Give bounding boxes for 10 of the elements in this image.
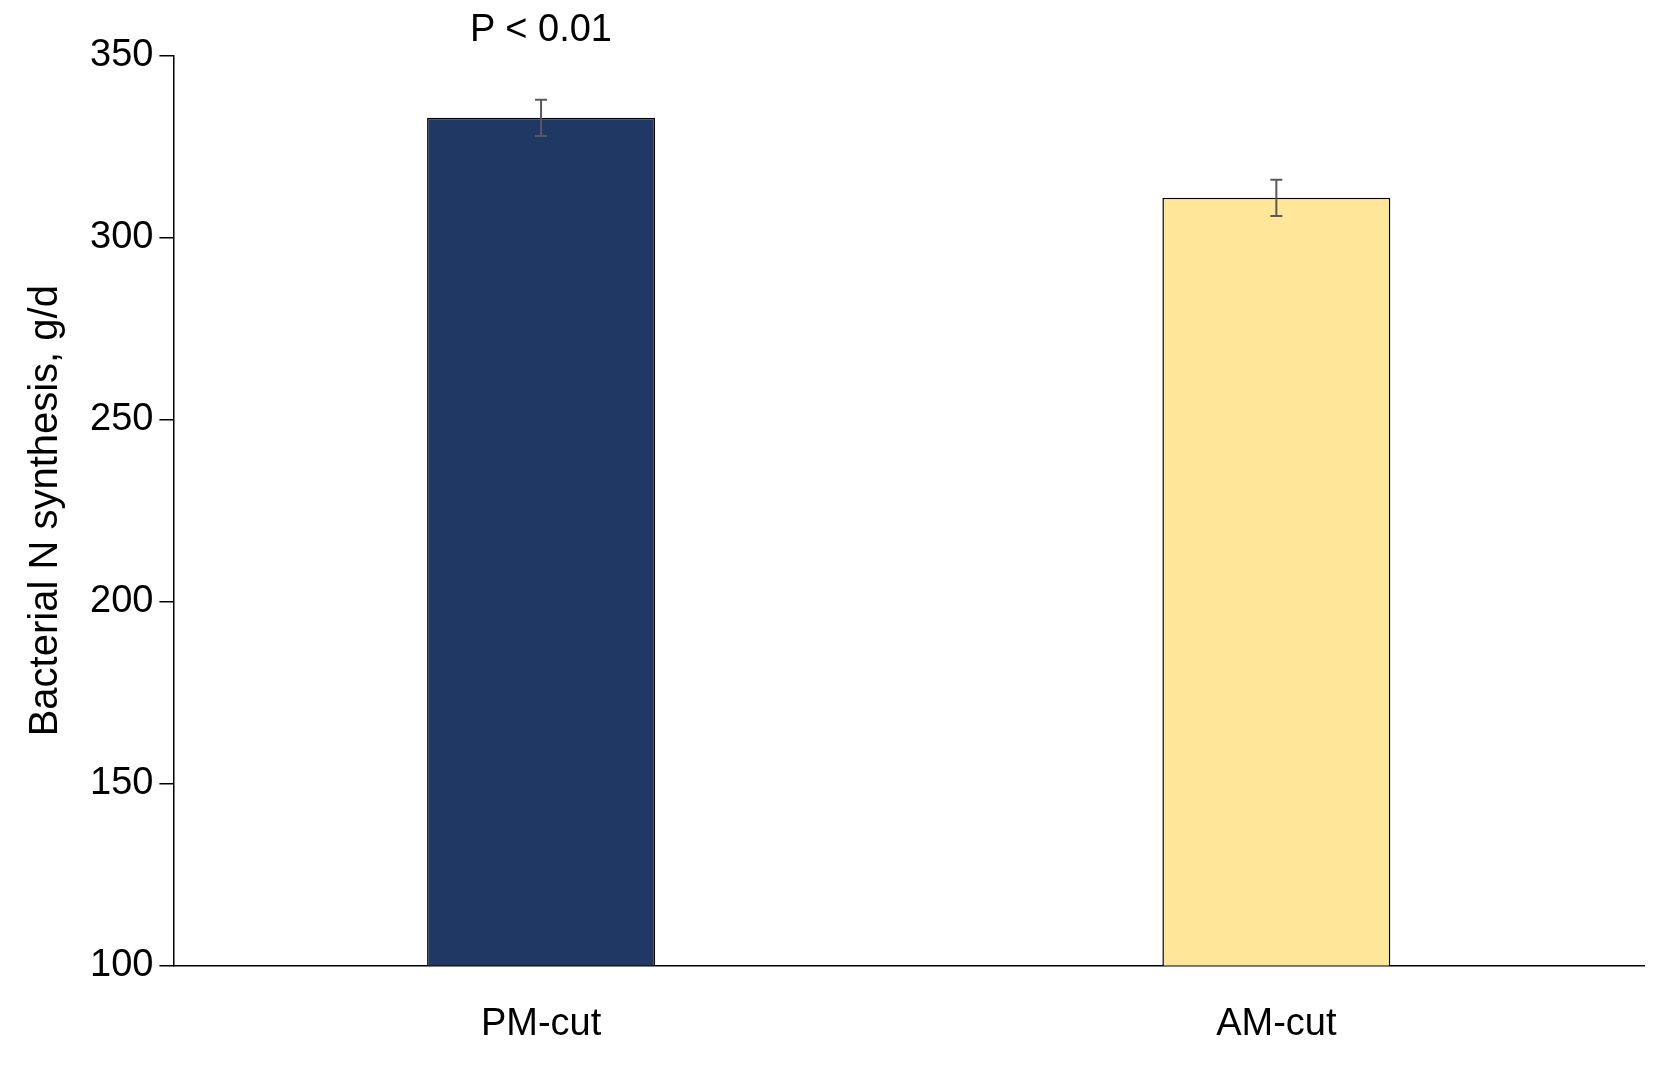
x-tick-label: PM-cut	[480, 1000, 602, 1043]
y-tick-label: 100	[90, 941, 154, 984]
x-tick-label: AM-cut	[1216, 1000, 1337, 1043]
y-tick-label: 250	[90, 396, 154, 439]
text: P < 0.01	[470, 7, 613, 50]
y-tick-label: 350	[90, 32, 154, 75]
y-tick-label: 300	[90, 214, 154, 257]
y-tick-label: 200	[90, 578, 154, 621]
y-tick-label: 150	[90, 760, 154, 802]
y-axis-title: Bacterial N synthesis, g/d	[21, 285, 66, 737]
